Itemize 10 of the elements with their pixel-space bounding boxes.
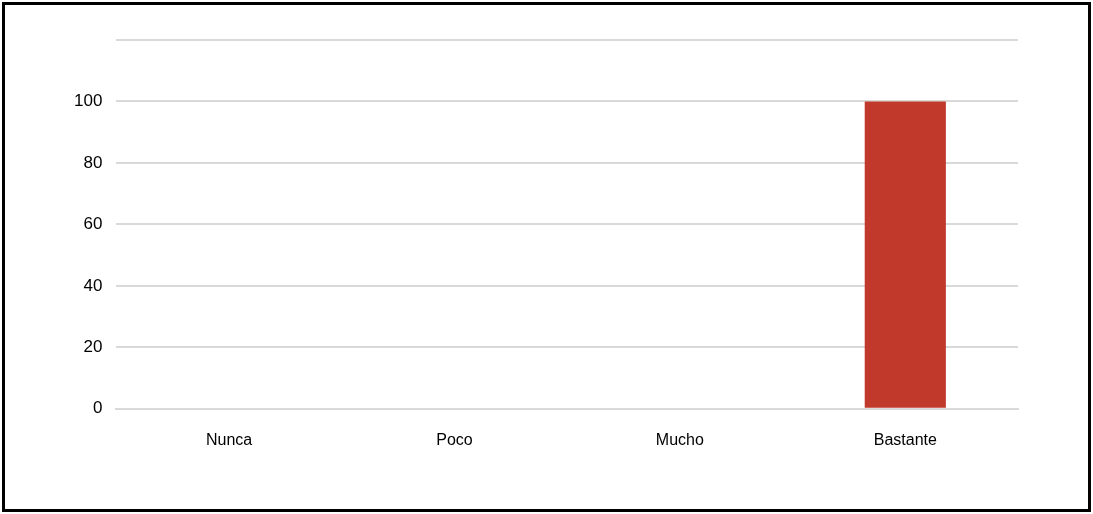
y-tick-label: 0 (92, 398, 103, 418)
y-tick-label: 40 (83, 275, 103, 295)
y-tick-label: 60 (83, 214, 103, 234)
x-tick-label: Mucho (655, 430, 704, 448)
y-tick-label: 100 (73, 91, 103, 111)
y-tick-label: 20 (83, 337, 103, 357)
x-tick-label: Nunca (205, 430, 253, 448)
y-tick-label: 80 (83, 152, 103, 172)
x-tick-label: Poco (436, 430, 473, 448)
x-tick-label: Bastante (873, 430, 937, 448)
